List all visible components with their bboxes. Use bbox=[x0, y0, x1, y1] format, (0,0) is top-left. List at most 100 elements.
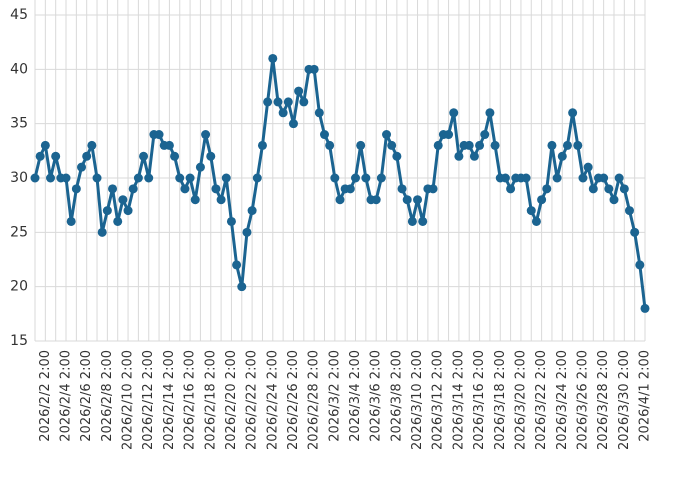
point bbox=[624, 206, 634, 216]
x-tick-label: 2026/2/18 2:00 bbox=[203, 350, 218, 450]
x-tick-label: 2026/2/6 2:00 bbox=[79, 350, 94, 442]
point bbox=[118, 195, 128, 205]
point bbox=[288, 119, 298, 129]
point bbox=[506, 184, 516, 194]
point bbox=[283, 97, 293, 107]
point bbox=[413, 195, 423, 205]
point bbox=[263, 97, 273, 107]
x-tick-label: 2026/2/14 2:00 bbox=[162, 350, 177, 450]
point bbox=[294, 86, 304, 96]
point bbox=[521, 173, 531, 183]
y-tick-label: 45 bbox=[10, 7, 28, 23]
y-tick-label: 35 bbox=[10, 116, 28, 132]
point bbox=[35, 151, 45, 161]
point bbox=[273, 97, 283, 107]
point bbox=[97, 227, 107, 237]
point bbox=[226, 216, 236, 226]
point bbox=[630, 227, 640, 237]
x-tick-label: 2026/3/18 2:00 bbox=[493, 350, 508, 450]
point bbox=[185, 173, 195, 183]
x-tick-label: 2026/3/16 2:00 bbox=[472, 350, 487, 450]
point bbox=[268, 53, 278, 63]
line bbox=[33, 56, 647, 309]
y-tick-label: 30 bbox=[10, 170, 28, 186]
point bbox=[599, 173, 609, 183]
point bbox=[397, 184, 407, 194]
point bbox=[40, 140, 50, 150]
x-tick-label: 2026/3/10 2:00 bbox=[410, 350, 425, 450]
point bbox=[531, 216, 541, 226]
point bbox=[526, 206, 536, 216]
y-tick-label: 25 bbox=[10, 224, 28, 240]
x-tick-label: 2026/3/2 2:00 bbox=[327, 350, 342, 442]
point bbox=[252, 173, 262, 183]
point bbox=[562, 140, 572, 150]
point bbox=[537, 195, 547, 205]
x-tick-label: 2026/3/4 2:00 bbox=[348, 350, 363, 442]
point bbox=[351, 173, 361, 183]
point bbox=[242, 227, 252, 237]
point bbox=[557, 151, 567, 161]
point bbox=[330, 173, 340, 183]
point bbox=[325, 140, 335, 150]
point bbox=[345, 184, 355, 194]
point bbox=[568, 108, 578, 118]
point bbox=[123, 206, 133, 216]
point bbox=[46, 173, 56, 183]
point bbox=[387, 140, 397, 150]
point bbox=[180, 184, 190, 194]
point bbox=[61, 173, 71, 183]
point bbox=[154, 130, 164, 140]
x-tick-label: 2026/2/8 2:00 bbox=[100, 350, 115, 442]
point bbox=[144, 173, 154, 183]
point bbox=[232, 260, 242, 270]
x-tick-label: 2026/2/12 2:00 bbox=[141, 350, 156, 450]
point bbox=[428, 184, 438, 194]
point bbox=[314, 108, 324, 118]
point bbox=[247, 206, 257, 216]
point bbox=[552, 173, 562, 183]
point bbox=[356, 140, 366, 150]
point bbox=[77, 162, 87, 172]
x-tick-label: 2026/2/4 2:00 bbox=[59, 350, 74, 442]
point bbox=[190, 195, 200, 205]
point bbox=[87, 140, 97, 150]
point bbox=[609, 195, 619, 205]
y-tick-label: 20 bbox=[10, 279, 28, 295]
point bbox=[133, 173, 143, 183]
x-tick-label: 2026/3/26 2:00 bbox=[575, 350, 590, 450]
point bbox=[573, 140, 583, 150]
x-tick-label: 2026/2/26 2:00 bbox=[286, 350, 301, 450]
point bbox=[66, 216, 76, 226]
point bbox=[418, 216, 428, 226]
point bbox=[402, 195, 412, 205]
x-tick-label: 2026/3/22 2:00 bbox=[534, 350, 549, 450]
point bbox=[309, 64, 319, 74]
point bbox=[480, 130, 490, 140]
point bbox=[211, 184, 221, 194]
point bbox=[299, 97, 309, 107]
x-tick-label: 2026/3/30 2:00 bbox=[617, 350, 632, 450]
point bbox=[113, 216, 123, 226]
point bbox=[485, 108, 495, 118]
point bbox=[164, 140, 174, 150]
point bbox=[108, 184, 118, 194]
point bbox=[82, 151, 92, 161]
point bbox=[640, 303, 650, 313]
point bbox=[619, 184, 629, 194]
point bbox=[371, 195, 381, 205]
point bbox=[444, 130, 454, 140]
x-tick-label: 2026/2/22 2:00 bbox=[245, 350, 260, 450]
point bbox=[170, 151, 180, 161]
point bbox=[614, 173, 624, 183]
x-tick-label: 2026/2/28 2:00 bbox=[307, 350, 322, 450]
x-tick-label: 2026/4/1 2:00 bbox=[638, 350, 653, 442]
point bbox=[635, 260, 645, 270]
point bbox=[578, 173, 588, 183]
point bbox=[278, 108, 288, 118]
point bbox=[361, 173, 371, 183]
point bbox=[588, 184, 598, 194]
x-tick-label: 2026/2/16 2:00 bbox=[183, 350, 198, 450]
point bbox=[583, 162, 593, 172]
x-tick-label: 2026/3/20 2:00 bbox=[513, 350, 528, 450]
